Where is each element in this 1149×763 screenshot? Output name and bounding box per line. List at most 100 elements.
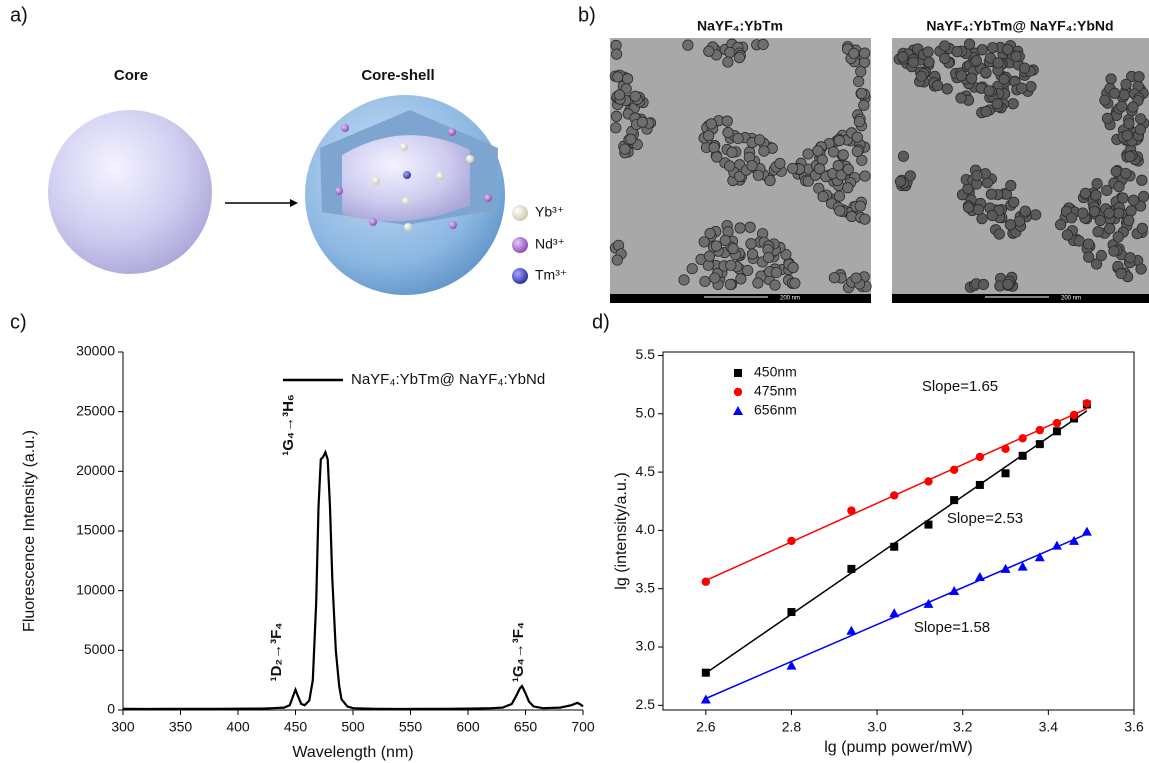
panel-label: d)	[592, 311, 610, 333]
particle	[985, 188, 997, 200]
particle	[1127, 101, 1139, 113]
particle	[726, 146, 738, 158]
particle	[699, 275, 711, 288]
particle	[897, 51, 909, 63]
yb-ion	[466, 155, 474, 163]
x-tick-label: 300	[111, 719, 135, 735]
x-tick-label: 450	[284, 719, 308, 735]
particle	[962, 201, 975, 214]
annotation: Slope=1.65	[922, 378, 998, 395]
particle	[629, 90, 641, 102]
y-tick-label: 5.0	[636, 405, 656, 421]
data-point	[1082, 399, 1092, 408]
particle	[610, 48, 623, 60]
particle	[986, 209, 998, 222]
particle	[770, 266, 782, 279]
particle	[980, 67, 992, 79]
x-tick-label: 700	[571, 719, 595, 735]
particle	[732, 132, 744, 145]
data-point	[1051, 540, 1062, 550]
particle	[1016, 82, 1028, 94]
data-point	[924, 477, 933, 486]
tem-title: NaYF₄:YbTm	[697, 18, 783, 34]
particle	[1115, 267, 1127, 280]
data-point	[1001, 444, 1010, 453]
particle	[951, 46, 963, 58]
legend-label: 475nm	[754, 383, 797, 399]
nd-ion	[449, 221, 457, 229]
particle	[703, 130, 715, 142]
data-point	[950, 496, 959, 505]
particle	[1054, 219, 1067, 231]
x-tick-label: 650	[514, 719, 538, 735]
particle	[842, 182, 854, 194]
data-point	[847, 506, 856, 515]
particle	[1094, 214, 1106, 227]
particle	[1134, 123, 1146, 136]
particle	[757, 38, 769, 51]
x-axis-label: lg (pump power/mW)	[824, 739, 972, 756]
particle	[858, 99, 870, 111]
particle	[856, 154, 868, 166]
fit-line	[705, 410, 1088, 674]
nd-legend-marker	[512, 237, 528, 253]
data-point	[1018, 451, 1027, 460]
particle	[703, 45, 715, 57]
particle	[703, 250, 716, 262]
particle	[711, 151, 723, 163]
particle	[708, 142, 720, 154]
particle	[1095, 249, 1108, 262]
y-tick-label: 20000	[76, 462, 115, 478]
data-point	[846, 625, 857, 635]
annotation: ¹G₄→³H₆	[280, 394, 297, 455]
x-tick-label: 2.6	[696, 719, 716, 735]
y-axis-label: Fluorescence Intensity (a.u.)	[21, 430, 38, 632]
particle	[1136, 222, 1148, 234]
panel-label: c)	[10, 311, 27, 333]
x-tick-label: 400	[226, 719, 250, 735]
particle	[752, 277, 764, 289]
particle	[1007, 98, 1019, 110]
particle	[907, 56, 919, 68]
particle	[955, 70, 968, 82]
particle	[774, 157, 786, 170]
particle	[1061, 229, 1074, 241]
particle	[725, 259, 737, 271]
tem-title: NaYF₄:YbTm@ NaYF₄:YbNd	[926, 18, 1113, 34]
particle	[1005, 179, 1017, 192]
particle	[859, 47, 871, 59]
tm-ion	[403, 171, 411, 179]
particle	[1018, 62, 1031, 74]
particle	[813, 163, 826, 175]
particle	[827, 146, 840, 158]
particle	[853, 75, 865, 88]
particle	[735, 273, 747, 285]
particle	[963, 38, 976, 50]
particle	[832, 160, 844, 172]
tem-scale-strip	[892, 294, 1149, 303]
legend-label: NaYF₄:YbTm@ NaYF₄:YbNd	[351, 371, 545, 388]
particle	[1125, 205, 1137, 217]
annotation: ¹D₂→³F₄	[268, 623, 285, 682]
particle	[854, 200, 866, 212]
particle	[931, 79, 944, 92]
particle	[1120, 167, 1132, 180]
particle	[611, 254, 623, 266]
particle	[991, 98, 1003, 110]
particle	[851, 131, 863, 143]
particle	[727, 243, 739, 255]
annotation: Slope=2.53	[947, 510, 1023, 527]
particle	[855, 65, 867, 78]
data-point	[1052, 418, 1062, 428]
particle	[1010, 50, 1022, 62]
particle	[966, 72, 978, 84]
tm-legend-marker	[512, 268, 528, 284]
y-tick-label: 10000	[76, 581, 115, 597]
particle	[753, 134, 766, 146]
particle	[709, 272, 721, 284]
y-tick-label: 2.5	[636, 696, 656, 712]
x-tick-label: 3.4	[1039, 719, 1059, 735]
y-tick-label: 3.0	[636, 638, 656, 654]
particle	[722, 126, 734, 139]
particle	[980, 105, 992, 118]
